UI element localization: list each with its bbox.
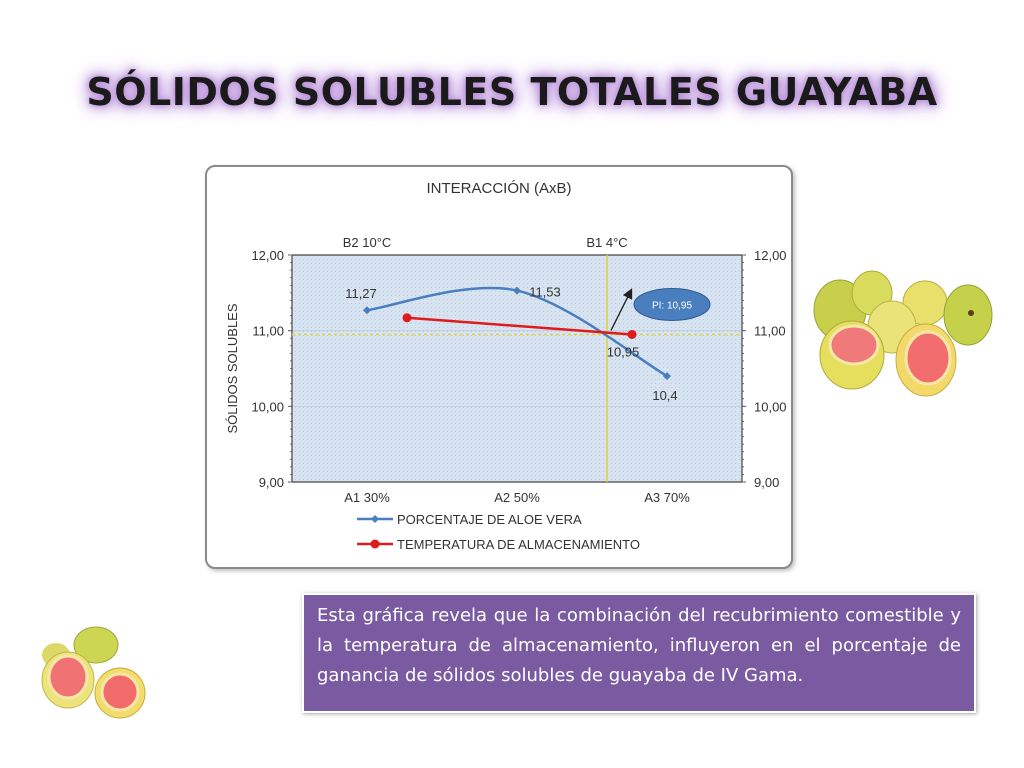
legend-swatch-marker	[370, 539, 380, 549]
y-tick-label-left: 9,00	[259, 475, 284, 490]
chart-frame: INTERACCIÓN (AxB) 9,00 9,00 10,00 10,00 11,0…	[205, 165, 793, 569]
callout-arrow	[610, 288, 633, 331]
data-point-aloe-vera	[663, 372, 671, 381]
y-tick-label-left: 10,00	[251, 399, 284, 414]
data-label-aloe-vera: 11,53	[529, 285, 561, 300]
description-text: Esta gráfica revela que la combinación d…	[317, 605, 961, 686]
x-tick-label-bottom: A3 70%	[644, 490, 690, 505]
y-tick-label-right: 9,00	[754, 475, 779, 490]
x-tick-label-top: B1 4°C	[586, 235, 627, 250]
legend-entry: TEMPERATURA DE ALMACENAMIENTO	[397, 537, 640, 552]
x-tick-label-bottom: A2 50%	[494, 490, 540, 505]
legend-swatch-marker	[371, 515, 379, 523]
y-tick-label-right: 12,00	[754, 248, 787, 263]
data-label-aloe-vera: 10,4	[652, 388, 677, 403]
guava-image-left	[41, 626, 146, 719]
data-point-temperatura	[627, 329, 637, 339]
data-point-aloe-vera	[363, 306, 371, 315]
y-axis-label: SÓLIDOS SOLUBLES	[225, 303, 240, 433]
guava-image-right	[813, 270, 993, 397]
y-tick-label-right: 10,00	[754, 399, 787, 414]
intersection-label: 10,95	[607, 344, 640, 359]
description-box: Esta gráfica revela que la combinación d…	[302, 593, 976, 713]
series-line-temperatura	[406, 316, 633, 336]
legend-entry: PORCENTAJE DE ALOE VERA	[397, 512, 582, 527]
slide-title: SÓLIDOS SOLUBLES TOTALES GUAYABA	[86, 70, 938, 114]
data-point-temperatura	[402, 313, 412, 323]
x-tick-label-bottom: A1 30%	[344, 490, 390, 505]
chart-title: INTERACCIÓN (AxB)	[426, 180, 571, 197]
y-tick-label-left: 11,00	[252, 324, 284, 339]
x-tick-label-top: B2 10°C	[343, 235, 392, 250]
y-tick-label-left: 12,00	[251, 248, 284, 263]
callout-label: PI: 10,95	[652, 300, 692, 311]
data-label-aloe-vera: 11,27	[345, 286, 377, 301]
data-point-aloe-vera	[513, 286, 521, 295]
chart: INTERACCIÓN (AxB) 9,00 9,00 10,00 10,00 11,0…	[225, 180, 787, 552]
callout-bubble	[633, 287, 711, 321]
y-tick-label-right: 11,00	[754, 324, 786, 339]
